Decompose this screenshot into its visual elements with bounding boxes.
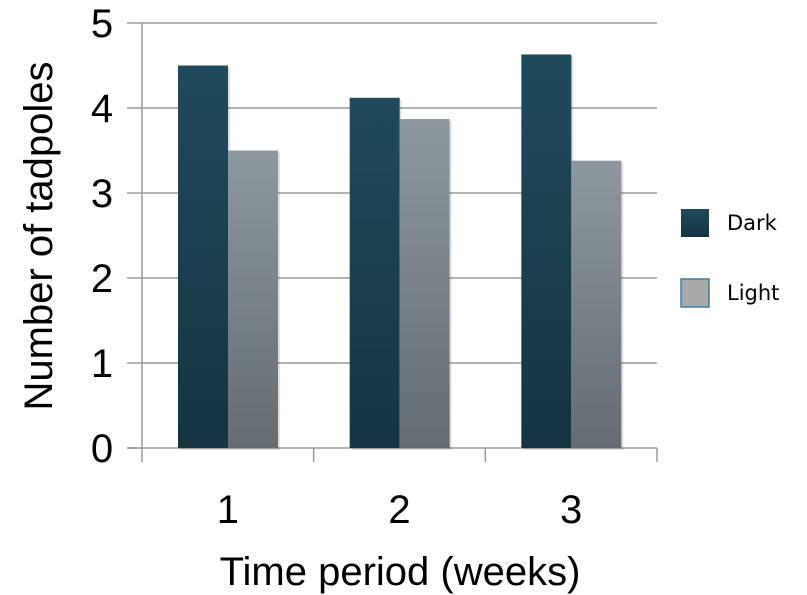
x-axis-title: Time period (weeks) xyxy=(220,550,581,594)
y-tick-label: 3 xyxy=(91,172,113,216)
y-tick-label: 2 xyxy=(91,257,113,301)
bar-dark-3 xyxy=(521,54,572,448)
legend-label-light: Light xyxy=(727,281,779,305)
y-tick-label: 5 xyxy=(91,2,113,46)
bars xyxy=(178,54,624,451)
bar-light-1 xyxy=(228,150,278,448)
legend-swatch-dark xyxy=(681,209,709,237)
bar-dark-2 xyxy=(349,97,400,449)
y-tick-label: 1 xyxy=(91,342,113,386)
y-tick-label: 0 xyxy=(91,427,113,471)
bar-dark-1 xyxy=(178,65,228,448)
x-tick-label: 2 xyxy=(388,488,410,532)
y-tick-labels: 0 1 2 3 4 5 xyxy=(91,2,113,471)
legend-swatch-light xyxy=(680,278,710,308)
x-tick-label: 3 xyxy=(560,488,582,532)
bar-light-2 xyxy=(399,119,450,449)
y-tick-label: 4 xyxy=(91,87,113,131)
x-tick-labels: 1 2 3 xyxy=(217,488,583,532)
legend-item-light: Light xyxy=(680,278,779,308)
legend: Dark Light xyxy=(680,209,779,308)
x-tick-label: 1 xyxy=(217,488,239,532)
legend-label-dark: Dark xyxy=(727,211,778,235)
bar-light-3 xyxy=(571,160,622,448)
legend-item-dark: Dark xyxy=(681,209,778,237)
y-axis-title: Number of tadpoles xyxy=(17,61,61,410)
